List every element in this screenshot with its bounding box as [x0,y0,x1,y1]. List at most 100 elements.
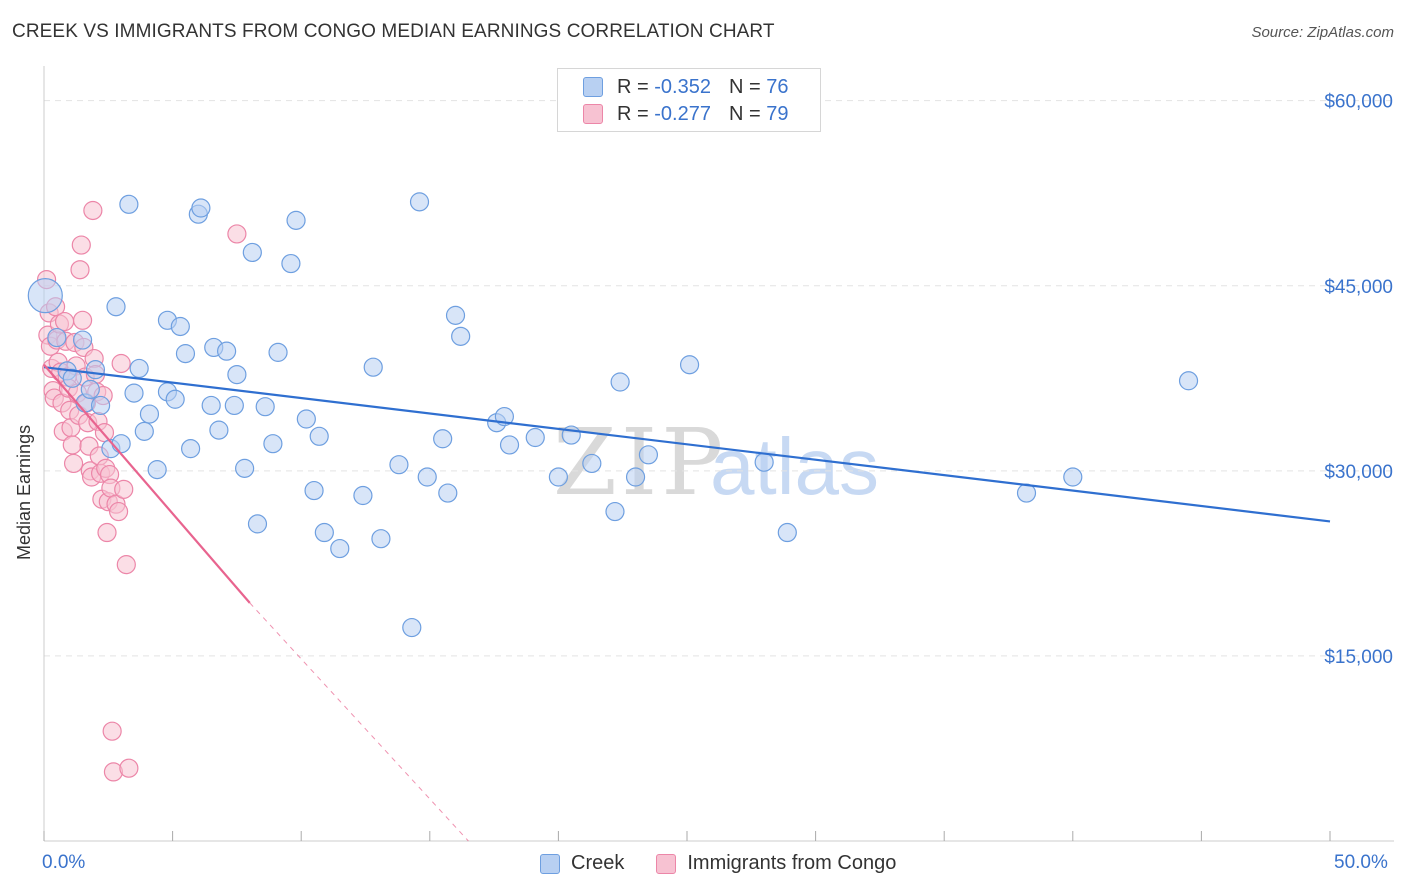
point-congo [83,200,103,221]
y-tick-label: $45,000 [1324,277,1393,298]
point-congo [54,311,75,332]
y-tick-labels: $15,000 $30,000 $45,000 $60,000 [1324,92,1393,668]
point-creek [433,429,453,449]
point-creek [242,242,262,263]
trend-line-congo-extension [249,602,469,842]
point-creek [314,522,334,543]
point-creek [124,383,144,403]
point-creek [281,253,301,274]
point-creek [389,455,409,475]
series-congo-points [36,200,247,782]
point-creek [235,458,255,478]
point-congo [119,758,139,778]
point-creek [1063,467,1083,487]
legend-swatch-creek [583,77,603,97]
point-creek [330,538,350,559]
point-creek [224,395,244,416]
legend-r-value-creek: -0.352 [654,75,711,98]
series-legend-congo: Immigrants from Congo [656,852,896,875]
trend-line-congo [43,364,251,604]
point-creek [27,278,63,314]
point-creek [296,409,316,429]
point-congo [116,555,136,575]
point-creek [227,364,247,385]
point-creek [582,453,602,474]
point-congo [62,435,82,455]
point-creek [363,357,383,377]
legend-n-value-creek: 76 [766,75,789,98]
point-creek [263,434,283,454]
point-creek [286,210,306,230]
point-creek [679,355,700,375]
point-creek [247,514,268,534]
legend-r-label: R = [617,75,649,98]
point-creek [353,485,373,506]
legend-swatch-congo [583,104,603,124]
point-creek [371,529,391,549]
point-creek [610,372,630,392]
watermark-atlas: atlas [710,422,879,511]
point-congo [111,353,131,374]
point-creek [129,358,149,379]
point-congo [227,224,247,244]
y-tick-label: $15,000 [1324,647,1393,668]
point-congo [108,501,129,522]
trend-lines [43,364,1331,842]
point-creek [119,194,139,214]
watermark-zip: ZIP [553,409,727,516]
y-tick-label: $60,000 [1324,92,1393,113]
point-creek [625,467,646,487]
point-creek [62,368,82,388]
x-axis-min-label: 0.0% [42,852,86,873]
point-creek [548,467,569,487]
y-tick-label: $30,000 [1324,462,1393,483]
legend-row-creek: R = -0.352 N = 76 [558,73,788,101]
series-legend-swatch-creek [540,853,560,874]
point-creek [106,297,126,317]
point-congo [70,260,90,280]
point-creek [268,342,288,362]
point-congo [97,522,117,543]
chart-title: CREEK VS IMMIGRANTS FROM CONGO MEDIAN EA… [12,21,775,42]
point-congo [71,235,91,255]
point-creek [754,452,774,472]
point-creek [139,404,160,424]
point-creek [209,420,229,440]
series-legend: Creek Immigrants from Congo [540,852,928,875]
point-creek [47,327,67,348]
y-axis-label: Median Earnings [14,424,34,560]
point-creek [451,326,471,346]
series-legend-label-creek: Creek [571,852,625,874]
point-creek [438,483,458,503]
point-creek [111,434,131,454]
point-creek [191,198,211,218]
point-congo [114,479,134,499]
legend-row-congo: R = -0.277 N = 79 [558,100,788,128]
point-creek [175,344,196,364]
watermark: ZIP atlas [553,409,879,516]
point-creek [90,395,111,416]
point-creek [605,501,625,522]
legend-n-label: N = [728,102,761,125]
series-legend-creek: Creek [540,852,624,875]
point-creek [499,435,520,455]
point-creek [181,439,201,459]
axes [43,66,1394,842]
point-congo [102,721,122,741]
point-creek [777,522,797,543]
legend-n-value-congo: 79 [766,102,789,125]
point-creek [309,426,329,446]
source-credit: Source: ZipAtlas.com [1251,24,1394,41]
trend-line-creek [43,366,1331,523]
point-congo [72,310,93,330]
point-creek [402,617,422,638]
point-congo [63,453,84,474]
point-creek [165,389,185,409]
point-creek [170,316,190,337]
point-creek [445,305,466,325]
point-creek [201,395,221,416]
point-creek [638,445,659,465]
point-creek [85,360,106,380]
point-creek [1178,371,1199,391]
